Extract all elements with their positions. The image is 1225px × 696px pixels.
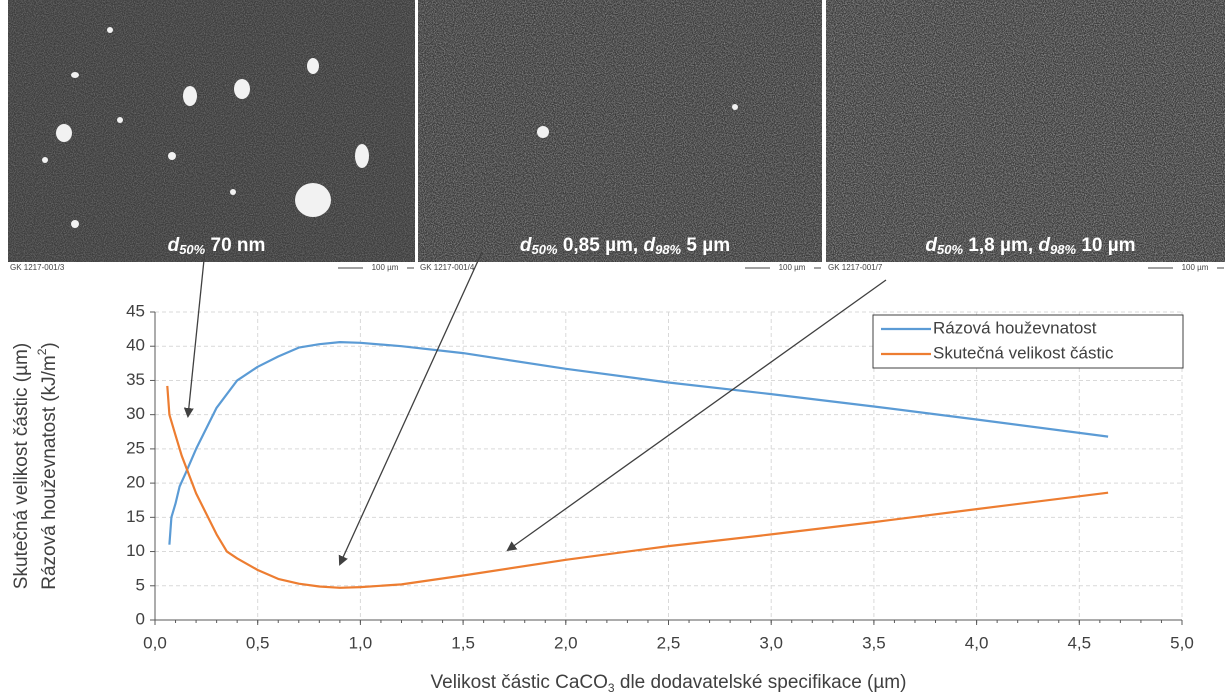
label-part: d [925,235,937,256]
x-tick-label: 0,0 [143,633,167,652]
label-part: 70 nm [205,235,265,256]
label-part: 98% [655,242,681,257]
series-line [166,385,1109,589]
label-part: 5 µm [681,235,730,256]
x-tick-label: 3,0 [759,633,783,652]
caption-strip [0,262,1225,274]
sem-noise [826,0,1225,262]
sem-noise [8,0,415,262]
sem-images [0,0,1225,274]
label-part: 10 µm [1076,235,1136,256]
x-tick-label: 0,5 [246,633,270,652]
label-part: 50% [937,242,963,257]
x-tick-label: 5,0 [1170,633,1194,652]
label-part: 1,8 µm, [963,235,1038,256]
x-tick-label: 2,0 [554,633,578,652]
y-tick-label: 5 [136,575,145,594]
series-line [168,341,1109,545]
image-caption: GK 1217-001/3 [10,263,65,272]
y-tick-label: 40 [126,336,145,355]
particles [42,27,738,228]
x-tick-label: 1,0 [349,633,373,652]
x-axis-label: Velikost částic CaCO3 dle dodavatelské s… [431,672,907,695]
scale-label: 100 µm [372,263,399,272]
arrows [183,249,887,566]
scale-label: 100 µm [779,263,806,272]
label-part: 0,85 µm, [558,235,644,256]
label-part: ) [39,342,60,348]
label-part: 50% [179,242,205,257]
y-tick-label: 0 [136,609,145,628]
image-label: d50% 70 nm [168,235,266,257]
x-tick-label: 1,5 [451,633,475,652]
label-part: 98% [1050,242,1076,257]
legend-box [872,314,1184,369]
label-part: dle dodavatelské specifikace (µm) [615,672,907,693]
label-part: d [168,235,180,256]
y-tick-label: 25 [126,438,145,457]
label-part: d [1038,235,1050,256]
label-part: Velikost částic CaCO [431,672,608,693]
x-tick-label: 2,5 [657,633,681,652]
x-tick-label: 4,0 [965,633,989,652]
image-caption: GK 1217-001/4 [420,263,475,272]
label-part: 3 [608,681,615,695]
legend-label: Skutečná velikost částic [933,343,1114,362]
y-axis-label: Skutečná velikost částic (µm) [11,343,32,589]
y-tick-label: 15 [126,507,145,526]
y-tick-label: 45 [126,301,145,320]
label-part: Skutečná velikost částic (µm) [11,343,32,589]
label-part: d [520,235,532,256]
image-caption: GK 1217-001/7 [828,263,883,272]
y-tick-label: 30 [126,404,145,423]
label-part: Rázová houževnatost (kJ/m [39,355,60,589]
label-part: 50% [532,242,558,257]
sem-noise [418,0,822,262]
y-axis-label: Rázová houževnatost (kJ/m2) [35,342,60,589]
image-label: d50% 1,8 µm, d98% 10 µm [925,235,1135,257]
label-part: d [643,235,655,256]
x-tick-label: 3,5 [862,633,886,652]
x-tick-label: 4,5 [1067,633,1091,652]
y-tick-label: 10 [126,541,145,560]
y-tick-label: 35 [126,370,145,389]
plot: 0 5 10 15 20 25 30 35 40 45 0,0 0,5 1,0 1,5 2,0 2,5 3,0 3… [11,301,1194,695]
y-tick-label: 20 [126,473,145,492]
image-label: d50% 0,85 µm, d98% 5 µm [520,235,730,257]
label-part: 2 [35,348,49,355]
scale-label: 100 µm [1182,263,1209,272]
legend-label: Rázová houževnatost [933,318,1097,337]
